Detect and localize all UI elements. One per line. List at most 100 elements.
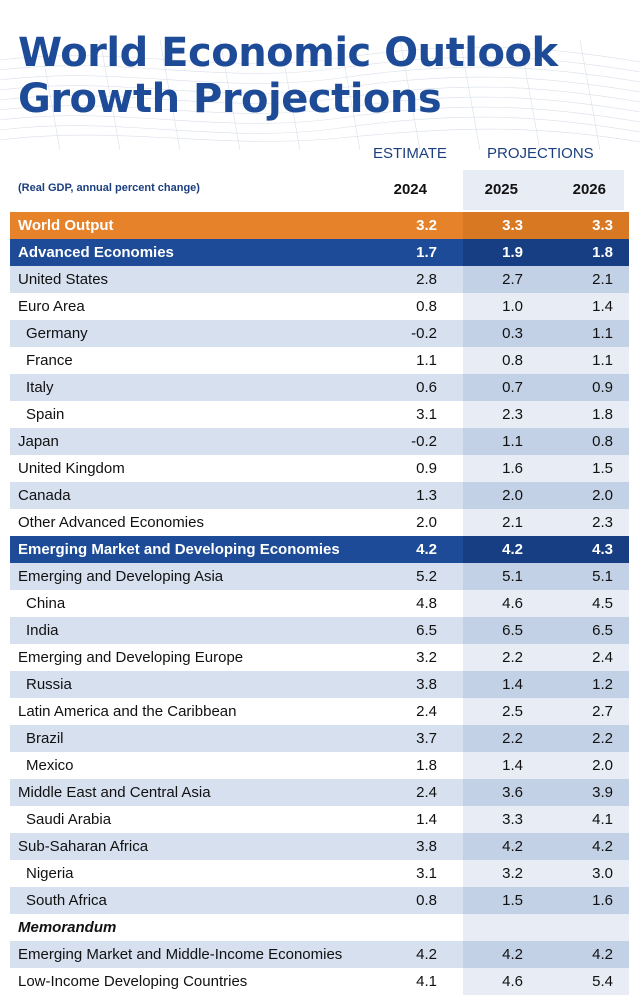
table-row: Russia 3.8 1.4 1.2 bbox=[10, 671, 629, 698]
table-row: Japan -0.2 1.1 0.8 bbox=[10, 428, 629, 455]
value-2026: 1.4 bbox=[547, 293, 629, 320]
estimate-header: ESTIMATE bbox=[373, 145, 447, 162]
value-2026: 2.0 bbox=[547, 752, 629, 779]
value-2026: 2.2 bbox=[547, 725, 629, 752]
row-name: Emerging and Developing Asia bbox=[10, 563, 395, 590]
value-2025: 1.5 bbox=[463, 887, 547, 914]
value-2024: 2.4 bbox=[416, 703, 437, 720]
value-2025: 0.7 bbox=[463, 374, 547, 401]
row-name: Low-Income Developing Countries bbox=[18, 973, 248, 990]
row-name: Canada bbox=[10, 482, 395, 509]
value-2026: 4.5 bbox=[547, 590, 629, 617]
row-name: Euro Area bbox=[18, 298, 85, 315]
value-2025: 1.4 bbox=[463, 752, 547, 779]
value-2025: 0.8 bbox=[463, 347, 547, 374]
value-2026: 1.6 bbox=[547, 887, 629, 914]
value-2026: 2.4 bbox=[547, 644, 629, 671]
table-row: United Kingdom 0.9 1.6 1.5 bbox=[10, 455, 629, 482]
value-2026: 4.2 bbox=[547, 833, 629, 860]
value-2025: 3.3 bbox=[463, 212, 547, 239]
row-name: United States bbox=[10, 266, 395, 293]
value-2026: 2.0 bbox=[547, 482, 629, 509]
value-2026: 4.3 bbox=[547, 536, 629, 563]
value-2024: 3.1 bbox=[416, 865, 437, 882]
title-line-2: Growth Projections bbox=[18, 76, 442, 122]
row-name: Russia bbox=[10, 671, 395, 698]
table-row: Nigeria 3.1 3.2 3.0 bbox=[10, 860, 629, 887]
table-subtitle: (Real GDP, annual percent change) bbox=[18, 182, 200, 194]
table-row: India 6.5 6.5 6.5 bbox=[10, 617, 629, 644]
value-2025: 2.0 bbox=[463, 482, 547, 509]
row-name: Germany bbox=[10, 320, 395, 347]
value-2025: 1.1 bbox=[463, 428, 547, 455]
value-2024: 4.2 bbox=[395, 941, 463, 968]
table-row-memorandum: Memorandum bbox=[10, 914, 629, 941]
value-2025: 2.3 bbox=[463, 401, 547, 428]
value-2024: 3.1 bbox=[416, 406, 437, 423]
row-name: Brazil bbox=[10, 725, 395, 752]
value-2025: 1.6 bbox=[463, 455, 547, 482]
value-2026: 5.4 bbox=[547, 968, 629, 995]
table-row: Italy 0.6 0.7 0.9 bbox=[10, 374, 629, 401]
row-name: Japan bbox=[10, 428, 395, 455]
value-2025: 1.4 bbox=[463, 671, 547, 698]
value-2024: 6.5 bbox=[395, 617, 463, 644]
row-name: Latin America and the Caribbean bbox=[18, 703, 237, 720]
value-2024: 2.8 bbox=[395, 266, 463, 293]
value-2026: 0.9 bbox=[547, 374, 629, 401]
value-2024: 3.2 bbox=[416, 649, 437, 666]
projections-header: PROJECTIONS bbox=[487, 145, 594, 162]
value-2025: 3.3 bbox=[463, 806, 547, 833]
value-2024: 0.6 bbox=[395, 374, 463, 401]
year-2024-header: 2024 bbox=[393, 181, 427, 198]
value-2026: 1.1 bbox=[547, 320, 629, 347]
table-row-advanced-economies: Advanced Economies 1.7 1.9 1.8 bbox=[10, 239, 629, 266]
value-2025: 2.7 bbox=[463, 266, 547, 293]
wave-background-graphic bbox=[0, 40, 640, 150]
value-2024: 0.8 bbox=[416, 298, 437, 315]
row-name: Sub-Saharan Africa bbox=[10, 833, 395, 860]
value-2026: 6.5 bbox=[547, 617, 629, 644]
value-2025 bbox=[463, 914, 547, 941]
row-name: Italy bbox=[10, 374, 395, 401]
value-2025: 6.5 bbox=[463, 617, 547, 644]
value-2026 bbox=[547, 914, 629, 941]
value-2026: 5.1 bbox=[547, 563, 629, 590]
table-row: Middle East and Central Asia 2.4 3.6 3.9 bbox=[10, 779, 629, 806]
table-row: Saudi Arabia 1.4 3.3 4.1 bbox=[10, 806, 629, 833]
row-name: Nigeria bbox=[26, 865, 74, 882]
table-row: Other Advanced Economies 2.0 2.1 2.3 bbox=[10, 509, 629, 536]
row-name: Middle East and Central Asia bbox=[10, 779, 395, 806]
row-name: Saudi Arabia bbox=[26, 811, 112, 828]
row-name: China bbox=[26, 595, 66, 612]
value-2026: 1.8 bbox=[547, 239, 629, 266]
value-2024: 1.7 bbox=[395, 239, 463, 266]
value-2024: 4.8 bbox=[416, 595, 437, 612]
row-name: Emerging and Developing Europe bbox=[18, 649, 244, 666]
value-2025: 3.2 bbox=[463, 860, 547, 887]
table-row: France 1.1 0.8 1.1 bbox=[10, 347, 629, 374]
table-row: Germany -0.2 0.3 1.1 bbox=[10, 320, 629, 347]
value-2026: 3.0 bbox=[547, 860, 629, 887]
value-2024: 3.7 bbox=[395, 725, 463, 752]
row-name: United Kingdom bbox=[18, 460, 125, 477]
row-name: World Output bbox=[10, 212, 395, 239]
value-2024: 4.2 bbox=[395, 536, 463, 563]
value-2025: 4.2 bbox=[463, 536, 547, 563]
row-name: Mexico bbox=[26, 757, 74, 774]
row-name: Emerging Market and Developing Economies bbox=[10, 536, 395, 563]
value-2024: 0.8 bbox=[395, 887, 463, 914]
table-row: Canada 1.3 2.0 2.0 bbox=[10, 482, 629, 509]
value-2025: 3.6 bbox=[463, 779, 547, 806]
value-2026: 1.5 bbox=[547, 455, 629, 482]
value-2025: 4.6 bbox=[463, 590, 547, 617]
value-2025: 0.3 bbox=[463, 320, 547, 347]
table-row: Low-Income Developing Countries 4.1 4.6 … bbox=[10, 968, 629, 995]
value-2026: 1.8 bbox=[547, 401, 629, 428]
value-2026: 2.7 bbox=[547, 698, 629, 725]
value-2026: 1.2 bbox=[547, 671, 629, 698]
value-2026: 4.1 bbox=[547, 806, 629, 833]
page-title: World Economic Outlook Growth Projection… bbox=[18, 30, 558, 122]
value-2025: 4.2 bbox=[463, 941, 547, 968]
